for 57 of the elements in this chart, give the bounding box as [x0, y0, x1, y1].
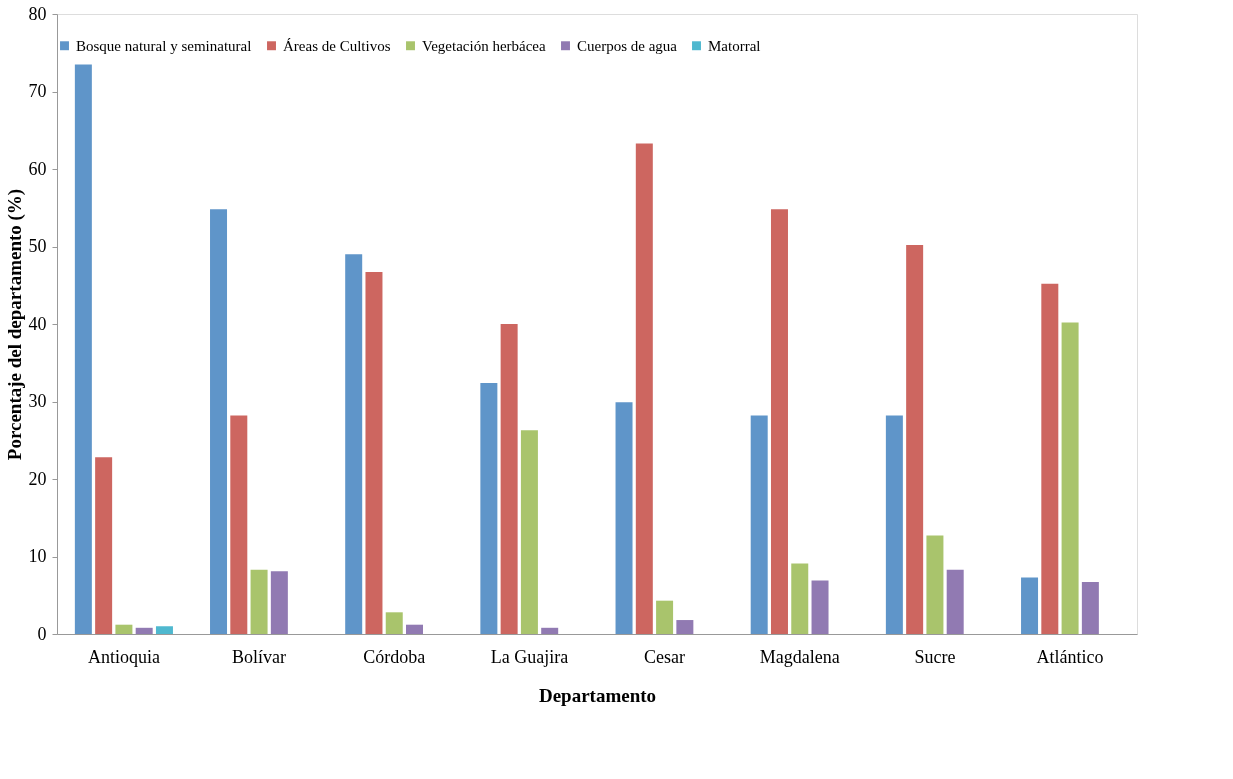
legend-label: Vegetación herbácea [422, 37, 547, 54]
y-tick-label: 30 [28, 391, 47, 411]
bar [250, 569, 268, 634]
bar [345, 254, 363, 634]
bar [155, 626, 173, 634]
x-tick-label: Atlántico [1036, 646, 1104, 667]
bar [1021, 577, 1039, 634]
x-tick-label: Cesar [644, 646, 686, 667]
bar [1041, 283, 1059, 634]
bar [906, 244, 924, 634]
bar [885, 415, 903, 634]
bar [676, 620, 694, 634]
bar [210, 209, 228, 634]
y-tick-label: 20 [28, 468, 47, 489]
x-tick-label: Sucre [914, 646, 956, 667]
y-tick-label: 40 [28, 313, 47, 334]
x-tick-label: Magdalena [759, 646, 840, 667]
x-tick-label: La Guajira [490, 646, 569, 667]
bar [541, 627, 559, 634]
bar [811, 580, 829, 634]
bar [500, 324, 518, 634]
x-tick-label: Bolívar [232, 646, 287, 667]
bar [270, 571, 288, 634]
bar [230, 415, 248, 634]
bar [406, 624, 424, 634]
bar [74, 64, 92, 634]
y-tick-label: 70 [28, 81, 47, 101]
y-axis-title: Porcentaje del departamento (%) [3, 188, 26, 461]
bar [1081, 582, 1099, 634]
bar [656, 600, 674, 634]
legend-label: Cuerpos de agua [577, 37, 678, 54]
y-tick-label: 80 [28, 3, 47, 24]
bar [95, 457, 113, 634]
x-axis-title: Departamento [538, 684, 657, 706]
y-tick-label: 10 [28, 546, 47, 566]
bar [926, 535, 944, 634]
bar [385, 612, 403, 634]
bar [365, 272, 383, 634]
legend-label: Bosque natural y seminatural [76, 37, 252, 54]
bar [770, 209, 788, 634]
bar [791, 563, 809, 634]
x-tick-label: Córdoba [363, 646, 426, 667]
y-tick-label: 0 [37, 623, 47, 644]
bar [1061, 322, 1079, 634]
bar [520, 430, 538, 634]
bar [115, 624, 133, 634]
bar [615, 402, 633, 634]
bar [750, 415, 768, 634]
x-tick-label: Antioquia [87, 646, 160, 667]
bar [946, 569, 964, 634]
bar [480, 382, 498, 634]
bar [635, 143, 653, 634]
legend-label: Matorral [708, 37, 761, 54]
y-tick-label: 60 [28, 158, 47, 179]
bar [135, 627, 153, 634]
legend-label: Áreas de Cultivos [283, 37, 391, 54]
y-tick-label: 50 [28, 236, 47, 256]
